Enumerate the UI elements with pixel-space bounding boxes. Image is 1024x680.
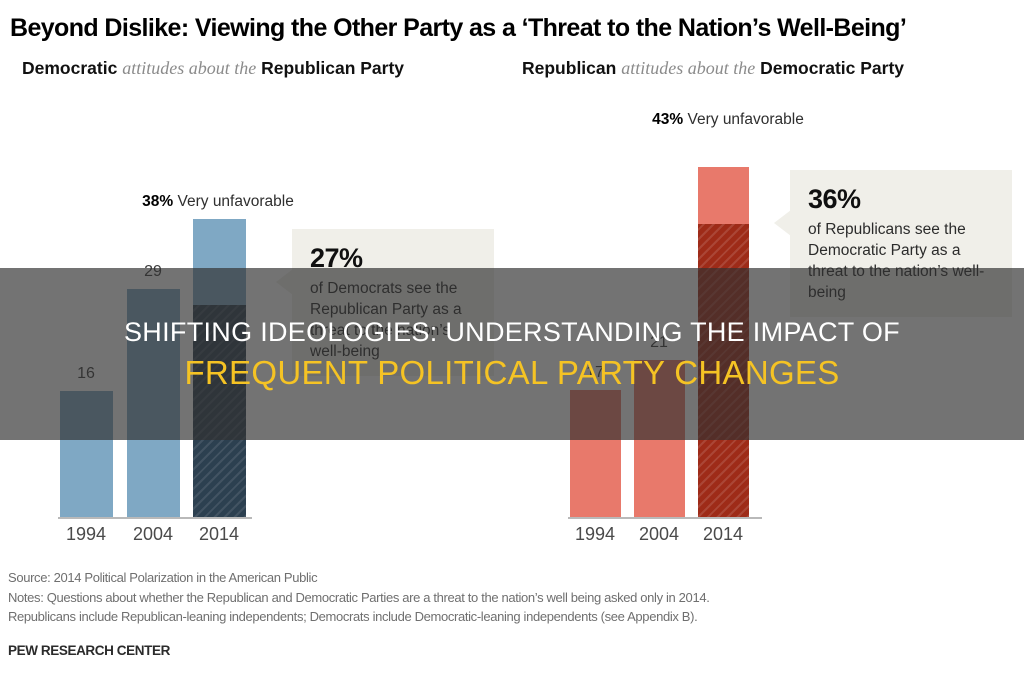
right-axis-baseline [568, 517, 762, 519]
subhead-left-middle: attitudes about the [122, 58, 257, 78]
footer-notes-line2: Republicans include Republican-leaning i… [8, 609, 698, 624]
right-top-note-pct: 43% [652, 111, 684, 128]
subhead-left: Democratic attitudes about the Republica… [22, 58, 404, 79]
overlay-line-2: FREQUENT POLITICAL PARTY CHANGES [184, 353, 840, 391]
right-callout-tail [774, 210, 791, 236]
overlay-line-1: SHIFTING IDEOLOGIES: UNDERSTANDING THE I… [124, 316, 900, 347]
left-top-note: 38% Very unfavorable [138, 192, 298, 211]
subhead-left-party: Democratic [22, 58, 118, 78]
chart-subheads: Democratic attitudes about the Republica… [0, 58, 1024, 84]
right-top-note-rest: Very unfavorable [683, 111, 804, 128]
footer-organization: PEW RESEARCH CENTER [8, 643, 170, 658]
left-top-note-rest: Very unfavorable [173, 193, 294, 210]
overlay-band [0, 268, 1024, 440]
overlay-caption: SHIFTING IDEOLOGIES: UNDERSTANDING THE I… [0, 268, 1024, 440]
left-axis-baseline [58, 517, 252, 519]
subhead-right: Republican attitudes about the Democrati… [522, 58, 904, 79]
left-top-note-pct: 38% [142, 193, 174, 210]
subhead-left-target: Republican Party [261, 58, 405, 78]
footer-source: Source: 2014 Political Polarization in t… [8, 570, 318, 585]
subhead-right-middle: attitudes about the [621, 58, 756, 78]
page-title: Beyond Dislike: Viewing the Other Party … [10, 14, 907, 42]
right-axis-label-2004: 2004 [638, 524, 680, 544]
subhead-right-party: Republican [522, 58, 617, 78]
left-axis-label-2014: 2014 [198, 524, 240, 544]
right-axis-label-2014: 2014 [702, 524, 744, 544]
left-axis-label-1994: 1994 [65, 524, 107, 544]
right-top-note: 43% Very unfavorable [648, 110, 808, 129]
footer-notes: Source: 2014 Political Polarization in t… [8, 568, 1016, 627]
right-axis-label-1994: 1994 [574, 524, 616, 544]
left-axis-label-2004: 2004 [132, 524, 174, 544]
subhead-right-target: Democratic Party [760, 58, 905, 78]
footer-notes-line1: Notes: Questions about whether the Repub… [8, 589, 710, 605]
right-callout-percent: 36% [808, 184, 861, 214]
